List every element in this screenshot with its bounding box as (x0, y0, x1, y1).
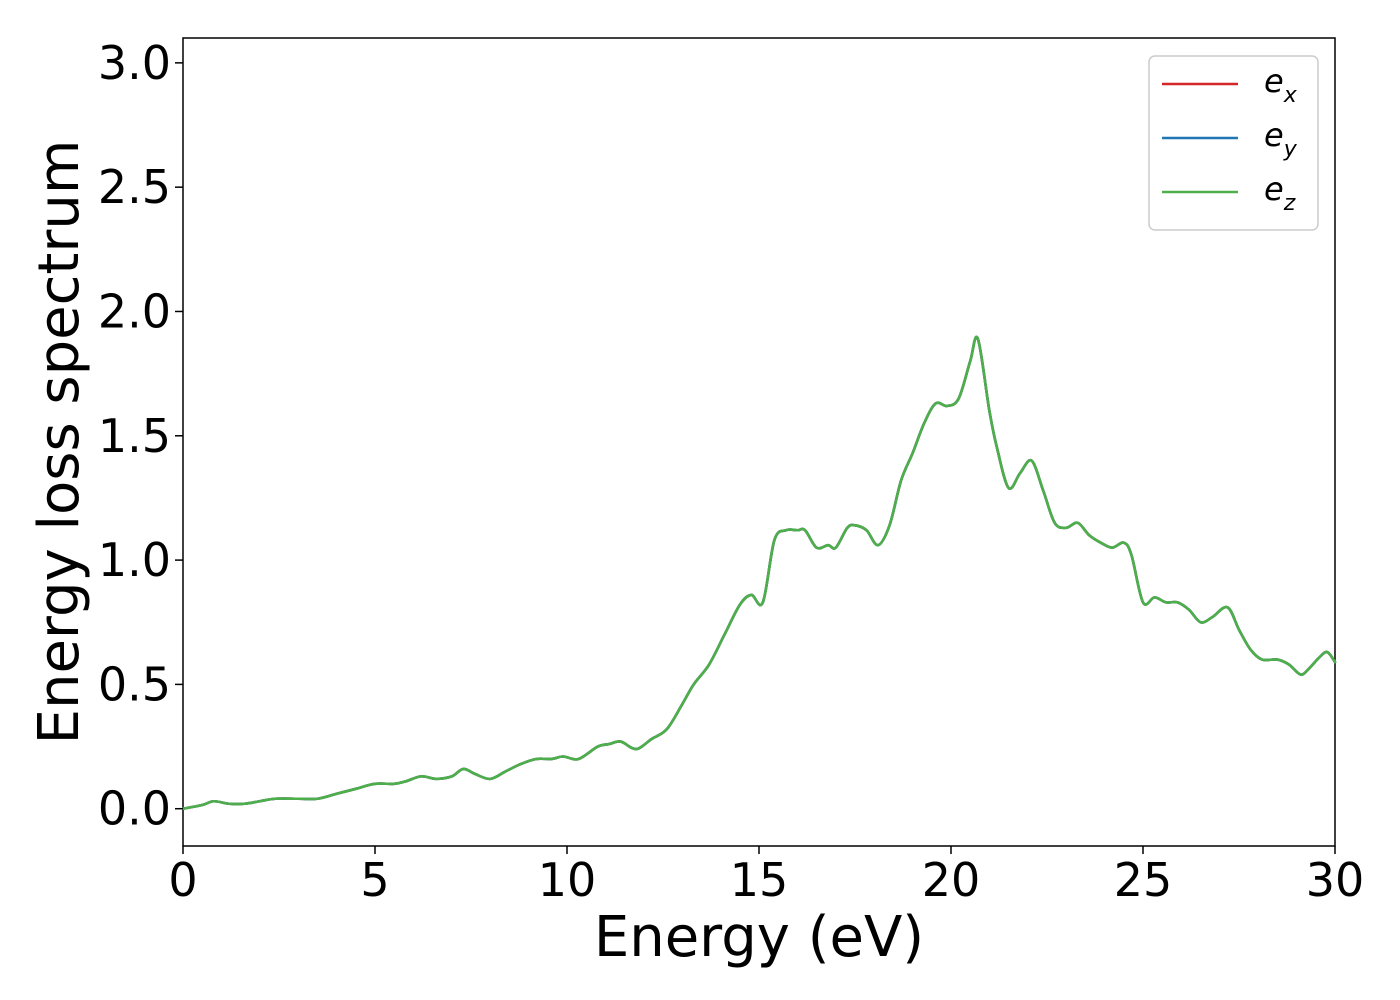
x-tick-label: 5 (360, 853, 389, 907)
y-axis-ticks: 0.0 0.5 1.0 1.5 2.0 2.5 3.0 (98, 36, 183, 836)
plot-frame (182, 37, 1336, 847)
series-line-e-z (181, 335, 1337, 811)
x-tick-label: 15 (730, 853, 789, 907)
plot-area (182, 37, 1336, 847)
y-tick-label: 0.0 (98, 782, 171, 836)
x-tick-label: 10 (538, 853, 597, 907)
y-tick-label: 1.0 (98, 533, 171, 587)
x-tick-label: 0 (168, 853, 197, 907)
legend-label-base: e (1264, 170, 1284, 208)
legend-label-ex: ex (1264, 62, 1298, 108)
legend-box (1148, 55, 1319, 231)
y-tick-label: 2.0 (98, 284, 171, 338)
series-layer (181, 335, 1337, 811)
y-tick-label: 0.5 (98, 657, 171, 711)
y-axis-title: Energy loss spectrum (27, 140, 92, 745)
y-tick-label: 1.5 (98, 409, 171, 463)
legend-label-subscript: z (1283, 191, 1296, 216)
x-axis-title: Energy (eV) (594, 905, 924, 970)
x-tick-label: 20 (922, 853, 981, 907)
legend-label-ez: ez (1264, 170, 1296, 216)
legend-label-base: e (1264, 62, 1284, 100)
y-tick-label: 3.0 (98, 36, 171, 90)
legend-label-subscript: y (1283, 137, 1298, 162)
x-axis-ticks: 0 5 10 15 20 25 30 (168, 846, 1364, 907)
legend-label-base: e (1264, 116, 1284, 154)
legend-label-subscript: x (1283, 83, 1298, 108)
legend-label-ey: ey (1264, 116, 1298, 162)
x-tick-label: 25 (1114, 853, 1173, 907)
x-tick-label: 30 (1306, 853, 1365, 907)
y-tick-label: 2.5 (98, 160, 171, 214)
